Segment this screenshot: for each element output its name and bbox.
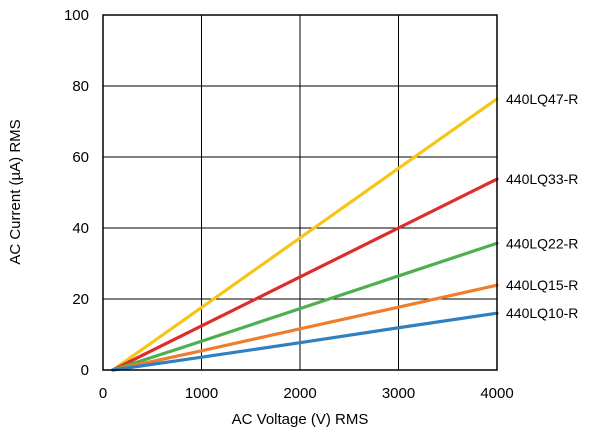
y-tick-label: 40 (72, 220, 89, 237)
x-tick-label: 1000 (185, 385, 218, 402)
x-tick-labels: 0 1000 2000 3000 4000 (99, 385, 514, 402)
series-line-440lq22-r (111, 241, 499, 372)
series-line-440lq15-r (111, 283, 499, 372)
x-axis-title: AC Voltage (V) RMS (232, 411, 369, 428)
series-label-440lq10-r: 440LQ10-R (506, 305, 578, 321)
y-tick-label: 20 (72, 291, 89, 308)
series-label-440lq22-r: 440LQ22-R (506, 235, 578, 251)
plot-frame (102, 14, 498, 371)
x-tick-label: 0 (99, 385, 107, 402)
x-tick-label: 3000 (382, 385, 415, 402)
series-labels: 440LQ47-R 440LQ33-R 440LQ22-R 440LQ15-R 440L… (506, 91, 578, 321)
series-label-440lq33-r: 440LQ33-R (506, 171, 578, 187)
y-tick-label: 100 (64, 7, 89, 24)
series-line-440lq47-r (111, 97, 499, 372)
x-tick-label: 2000 (283, 385, 316, 402)
series-label-440lq47-r: 440LQ47-R (506, 91, 578, 107)
series-line-440lq33-r (111, 177, 499, 372)
x-tick-label: 4000 (480, 385, 513, 402)
y-tick-label: 60 (72, 149, 89, 166)
y-tick-labels: 0 20 40 60 80 100 (64, 7, 89, 379)
grid (103, 15, 497, 370)
series-group (111, 97, 499, 372)
y-axis-title: AC Current (µA) RMS (7, 119, 24, 264)
y-tick-label: 80 (72, 78, 89, 95)
series-label-440lq15-r: 440LQ15-R (506, 277, 578, 293)
series-line-440lq10-r (111, 311, 499, 372)
y-tick-label: 0 (81, 362, 89, 379)
